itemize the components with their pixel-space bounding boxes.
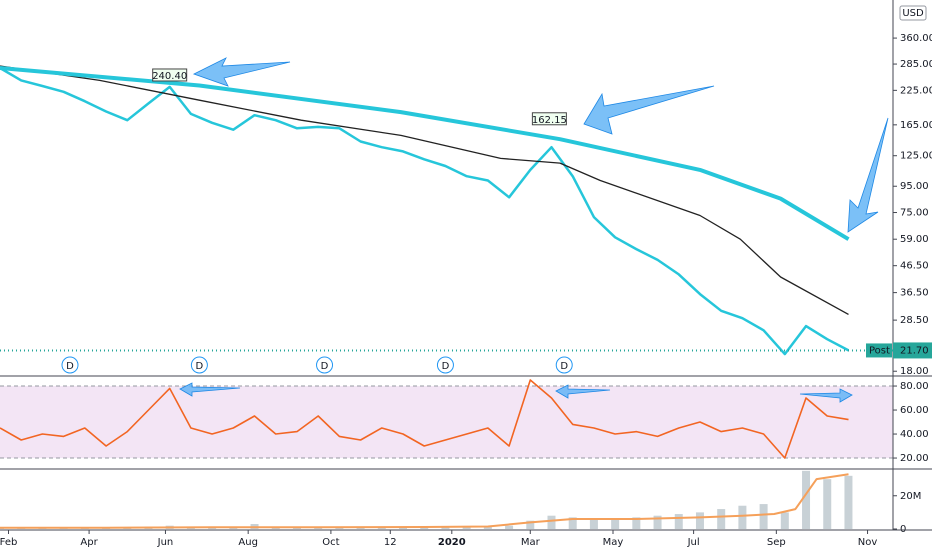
series-line [0,66,850,356]
x-tick-label: Oct [322,537,339,548]
volume-bar [653,515,662,529]
x-tick-label: Nov [858,537,878,548]
volume-bar [738,505,747,529]
last-price-badge [893,342,932,359]
arrows [179,57,889,403]
x-tick-label: Apr [80,537,98,548]
volume-bar [589,519,598,529]
dividend-label: D [321,361,329,372]
arrow [799,388,853,403]
dividend-label: D [66,361,74,372]
x-tick-label: Jun [157,537,174,548]
volume-bar [802,470,811,529]
volume-bar [823,479,832,529]
volume-bar [526,520,535,529]
dividend-label: D [196,361,204,372]
rsi-band [0,386,893,459]
y-tick-label: 125.00 [900,151,932,162]
y-tick-label: 36.50 [900,288,929,299]
arrow [179,382,241,397]
volume-bar [483,526,492,529]
y-tick-label: 40.00 [900,429,929,440]
x-tick-label: Sep [767,537,786,548]
last-price-label: 21.70 [900,345,929,356]
x-tick-label: 12 [384,537,397,548]
y-tick-label: 80.00 [900,381,929,392]
arrow [555,384,611,399]
volume-bar [547,515,556,529]
price-callout-box [531,112,567,126]
volume-bar [420,527,429,529]
y-tick-label: 59.00 [900,234,929,245]
plot: 240.40 162.15 D D D D D Post 21.70 USD [0,5,932,529]
dividend-label: D [560,361,568,372]
volume-bar [568,517,577,529]
y-tick-label: 360.00 [900,33,932,44]
currency-label: USD [902,8,924,19]
volume-bar [695,512,704,529]
dividend-marker [555,356,573,374]
volume-bar [844,475,853,529]
volume-bar [399,527,408,529]
y-tick-label: 20.00 [900,453,929,464]
y-tick-label: 60.00 [900,405,929,416]
x-tick-label: Aug [238,537,258,548]
x-tick-label: May [603,537,624,548]
y-tick-label: 75.00 [900,208,929,219]
currency-box [899,5,927,21]
price-callout: 162.15 [532,115,567,126]
volume-bar [632,517,641,529]
volume-bar [759,504,768,529]
y-tick-label: 285.00 [900,59,932,70]
arrow [583,85,715,135]
volume-bar [611,519,620,529]
post-badge [866,343,892,358]
volume-bar [674,514,683,529]
dividend-marker [61,356,79,374]
dividend-marker [436,356,454,374]
x-tick-label: Jul [687,537,700,548]
series-line [0,65,849,315]
dividend-label: D [442,361,450,372]
series-line [0,66,850,241]
volume-bar [441,527,450,529]
series-line [0,473,849,529]
x-tick-label: Mar [521,537,541,548]
y-tick-label: 18.00 [900,366,929,377]
y-tick-label: 20M [900,491,921,502]
backdrop: 18.00 28.50 36.50 46.50 59.00 75.00 95.00 125.0… [0,33,932,548]
volume-bar [717,509,726,529]
arrow [192,57,291,87]
y-tick-label: 46.50 [900,261,929,272]
y-tick-label: 165.00 [900,120,932,131]
x-tick-label: Feb [0,537,17,548]
dividend-marker [316,356,334,374]
arrow [847,117,889,233]
dividend-marker [190,356,208,374]
series-line [0,379,849,459]
volume-bar [462,527,471,529]
volume-bar [505,525,514,529]
price-callout: 240.40 [152,71,187,82]
price-callout-box [152,68,188,82]
y-tick-label: 28.50 [900,315,929,326]
post-label: Post [869,345,890,356]
x-tick-label: 2020 [438,537,466,548]
volume-bar [780,512,789,529]
y-tick-label: 225.00 [900,85,932,96]
volume-bar [377,527,386,529]
y-tick-label: 95.00 [900,181,929,192]
